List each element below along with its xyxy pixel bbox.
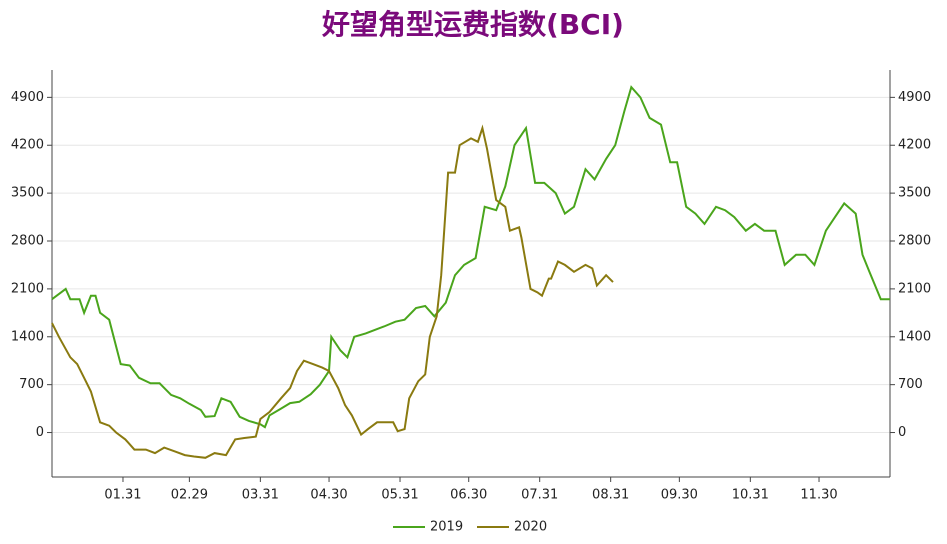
y-tick-label: 1400 bbox=[11, 329, 44, 344]
y-tick-label: 4200 bbox=[11, 138, 44, 153]
x-tick-label: 03.31 bbox=[242, 488, 279, 503]
y2-tick-label: 3500 bbox=[898, 186, 931, 201]
x-tick-label: 01.31 bbox=[104, 488, 141, 503]
y2-tick-label: 0 bbox=[898, 425, 906, 440]
legend-label: 2020 bbox=[514, 520, 547, 535]
y2-tick-label: 2800 bbox=[898, 234, 931, 249]
x-tick-label: 11.30 bbox=[800, 488, 837, 503]
y2-tick-label: 4900 bbox=[898, 90, 931, 105]
x-tick-label: 07.31 bbox=[521, 488, 558, 503]
series-line bbox=[51, 124, 614, 459]
y-tick-label: 4900 bbox=[11, 90, 44, 105]
x-tick-label: 02.29 bbox=[171, 488, 208, 503]
x-tick-label: 09.30 bbox=[661, 488, 698, 503]
y2-tick-label: 700 bbox=[898, 377, 923, 392]
chart-title: 好望角型运费指数(BCI) bbox=[321, 8, 624, 41]
x-tick-label: 05.31 bbox=[381, 488, 418, 503]
x-tick-label: 08.31 bbox=[592, 488, 629, 503]
series-line bbox=[51, 85, 890, 429]
y2-tick-label: 2100 bbox=[898, 281, 931, 296]
y2-tick-label: 1400 bbox=[898, 329, 931, 344]
x-tick-label: 10.31 bbox=[732, 488, 769, 503]
x-tick-label: 04.30 bbox=[310, 488, 347, 503]
y-tick-label: 2100 bbox=[11, 281, 44, 296]
y-tick-label: 0 bbox=[36, 425, 44, 440]
y-tick-label: 700 bbox=[19, 377, 44, 392]
y-tick-label: 3500 bbox=[11, 186, 44, 201]
legend-label: 2019 bbox=[430, 520, 463, 535]
y2-tick-label: 4200 bbox=[898, 138, 931, 153]
y-tick-label: 2800 bbox=[11, 234, 44, 249]
x-tick-label: 06.30 bbox=[450, 488, 487, 503]
